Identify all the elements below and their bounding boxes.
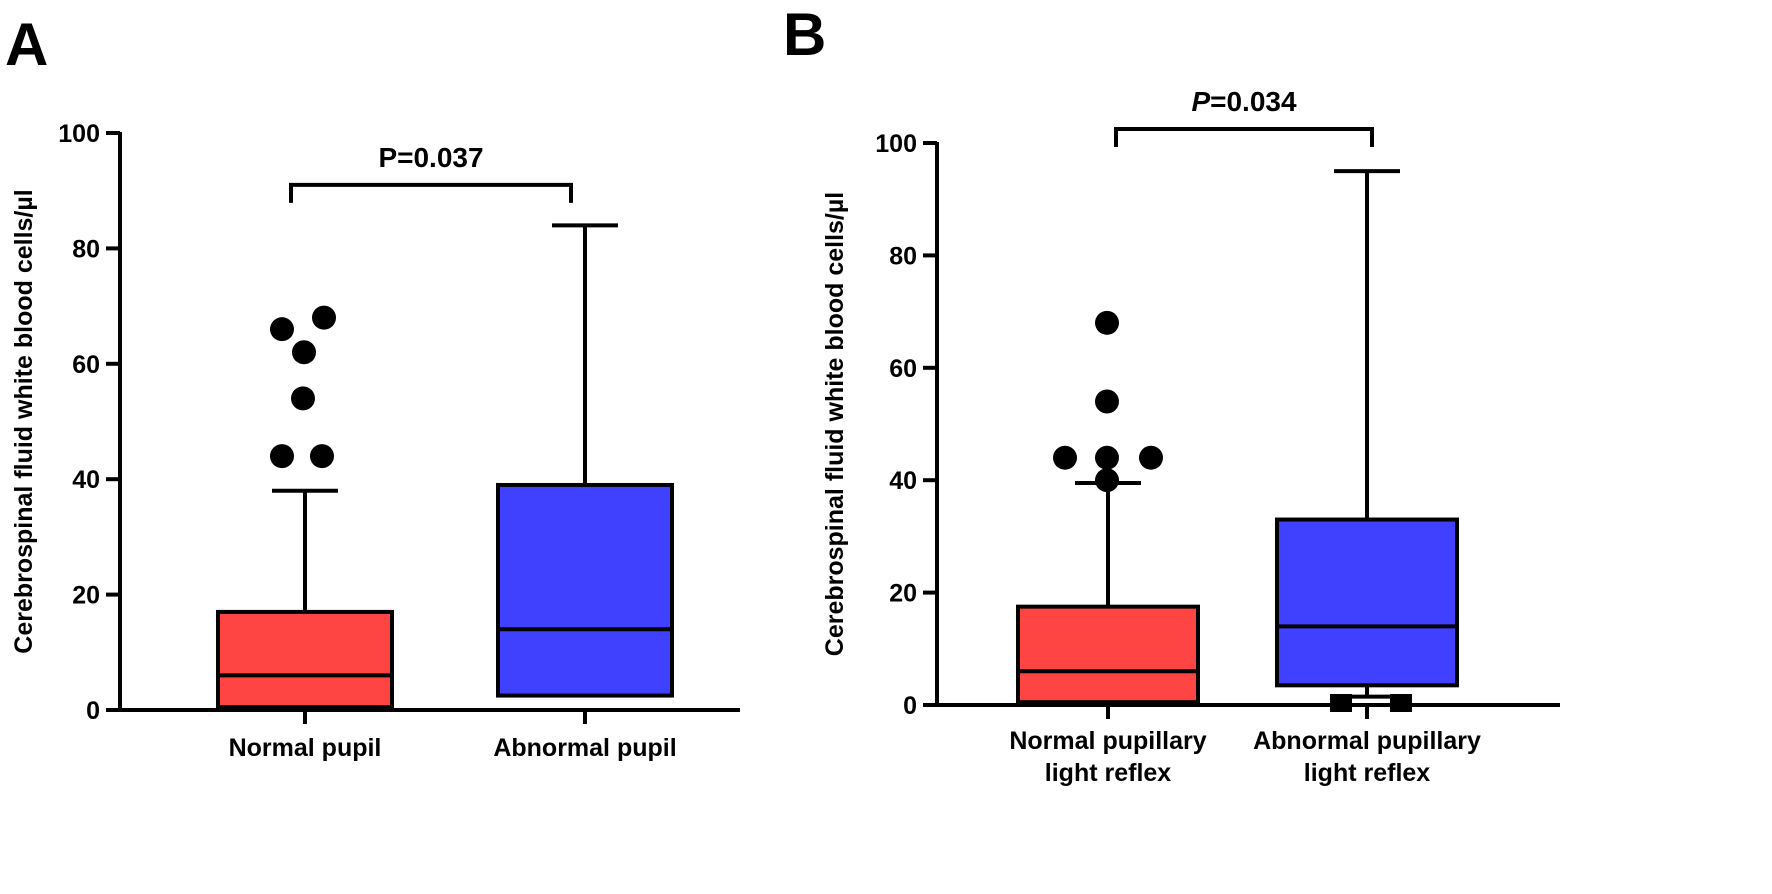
outlier-point bbox=[1095, 389, 1119, 414]
x-category-label: light reflex bbox=[1045, 759, 1172, 787]
y-tick-label: 40 bbox=[889, 467, 917, 495]
x-category-label: Abnormal pupil bbox=[493, 734, 676, 762]
outlier-point bbox=[310, 444, 334, 469]
box-1 bbox=[1016, 604, 1200, 705]
outlier-point bbox=[1330, 694, 1352, 712]
y-axis-label: Cerebrospinal fluid white blood cells/µl bbox=[10, 189, 38, 653]
outlier-point bbox=[312, 305, 336, 330]
significance-bracket bbox=[1114, 126, 1374, 147]
y-tick-label: 100 bbox=[875, 130, 917, 158]
significance-bracket bbox=[289, 182, 573, 203]
box-2 bbox=[1275, 517, 1459, 688]
y-tick-label: 40 bbox=[72, 466, 100, 494]
outlier-point bbox=[270, 317, 294, 342]
panel-b-chart: 0 20 40 60 80 100 Cerebrospinal fluid white bl… bbox=[821, 86, 1560, 787]
x-category-label: Normal pupillary bbox=[1009, 727, 1206, 755]
panel-b-letter: B bbox=[783, 1, 826, 68]
panel-a-chart: 0 20 40 60 80 100 Cerebrospinal fluid white bl… bbox=[10, 120, 740, 762]
y-tick-label: 60 bbox=[72, 351, 100, 379]
outlier-point bbox=[1095, 468, 1119, 493]
outlier-point bbox=[1095, 310, 1119, 335]
outlier-point bbox=[291, 386, 315, 411]
y-tick-label: 100 bbox=[58, 120, 100, 148]
outlier-point bbox=[292, 340, 316, 365]
y-tick-label: 60 bbox=[889, 355, 917, 383]
y-axis-label: Cerebrospinal fluid white blood cells/µl bbox=[821, 192, 849, 656]
outlier-point bbox=[1390, 694, 1412, 712]
y-tick-label: 20 bbox=[889, 580, 917, 608]
y-tick-label: 0 bbox=[86, 697, 100, 725]
x-category-label: Abnormal pupillary bbox=[1253, 727, 1481, 755]
x-category-label: Normal pupil bbox=[229, 734, 382, 762]
outlier-point bbox=[1095, 445, 1119, 470]
y-tick-label: 0 bbox=[903, 692, 917, 720]
y-tick-label: 20 bbox=[72, 582, 100, 610]
x-category-label: light reflex bbox=[1304, 759, 1431, 787]
outlier-point bbox=[1053, 445, 1077, 470]
p-value-label: P=0.037 bbox=[378, 142, 483, 173]
y-tick-label: 80 bbox=[889, 242, 917, 270]
panel-a-letter: A bbox=[5, 11, 48, 78]
box-1 bbox=[216, 609, 394, 710]
outlier-point bbox=[270, 444, 294, 469]
outlier-point bbox=[1139, 445, 1163, 470]
y-tick-label: 80 bbox=[72, 235, 100, 263]
p-value-label: P=0.034 bbox=[1191, 86, 1297, 117]
box-2 bbox=[496, 482, 674, 698]
